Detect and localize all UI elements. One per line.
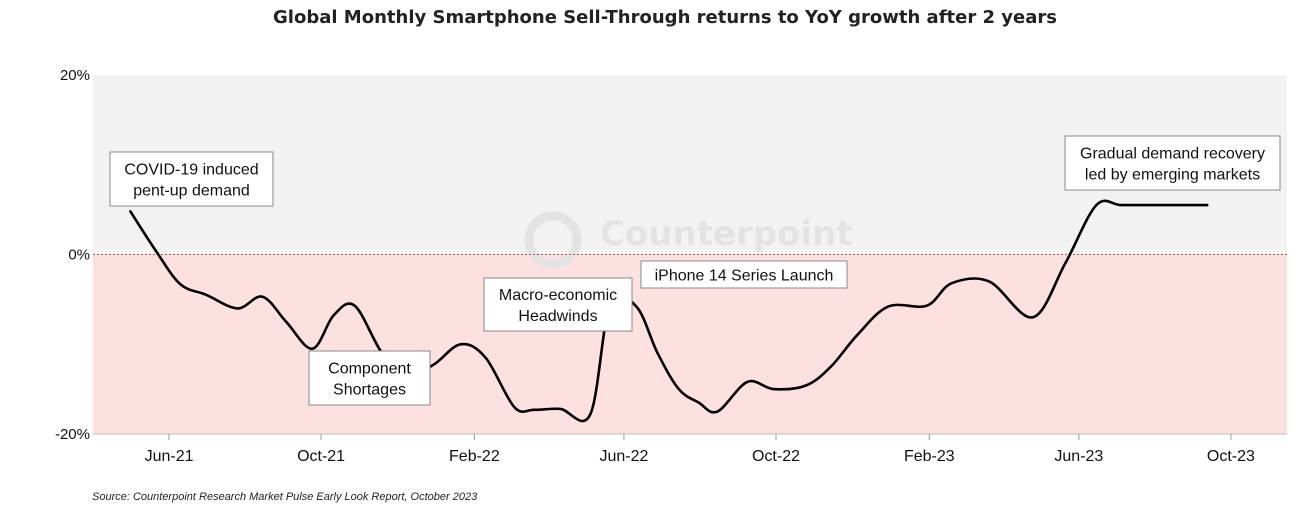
y-tick-label: 20%: [60, 67, 90, 84]
annotation-component: Component Shortages: [308, 350, 431, 406]
annotations: COVID-19 induced pent-up demand Component S…: [109, 135, 1281, 406]
sell-through-yoy-line: [129, 199, 1209, 423]
watermark-logo-icon: [524, 211, 582, 269]
x-tick-label: Oct-22: [752, 448, 800, 465]
annotation-recovery: Gradual demand recovery led by emerging m…: [1064, 135, 1281, 191]
y-tick-label: -20%: [55, 426, 90, 443]
annotation-text: Macro-economic: [499, 287, 617, 304]
annotation-box: [308, 350, 431, 406]
y-tick-label: 0%: [68, 247, 90, 264]
annotation-box: [1064, 135, 1281, 191]
annotation-text: iPhone 14 Series Launch: [655, 268, 834, 285]
x-tick-label: Feb-22: [449, 448, 500, 465]
annotation-covid: COVID-19 induced pent-up demand: [109, 151, 274, 207]
annotation-text: Component: [328, 361, 411, 378]
watermark: Counterpoint: [600, 214, 853, 254]
x-tick-label: Feb-23: [904, 448, 955, 465]
annotation-text: led by emerging markets: [1085, 167, 1260, 184]
x-axis-ticks: Jun-21 Oct-21 Feb-22 Jun-22 Oct-22 Feb-23 Jun-…: [145, 434, 1255, 465]
annotation-box: [483, 277, 633, 332]
x-tick-label: Jun-21: [145, 448, 194, 465]
annotation-macro: Macro-economic Headwinds: [483, 277, 633, 332]
annotation-text: COVID-19 induced: [124, 162, 258, 179]
x-tick-label: Oct-21: [297, 448, 345, 465]
annotation-box: [109, 151, 274, 207]
chart-title: Global Monthly Smartphone Sell-Through r…: [273, 7, 1057, 28]
y-axis-ticks: 20% 0% -20%: [55, 67, 90, 443]
annotation-iphone: iPhone 14 Series Launch: [640, 260, 848, 289]
x-tick-label: Jun-22: [599, 448, 648, 465]
annotation-text: Headwinds: [518, 308, 597, 325]
x-tick-label: Jun-23: [1054, 448, 1103, 465]
annotation-text: Gradual demand recovery: [1080, 146, 1265, 163]
annotation-box: [640, 260, 848, 289]
x-tick-label: Oct-23: [1207, 448, 1255, 465]
annotation-text: pent-up demand: [133, 183, 250, 200]
source-note: Source: Counterpoint Research Market Pul…: [92, 491, 478, 503]
annotation-text: Shortages: [333, 382, 406, 399]
